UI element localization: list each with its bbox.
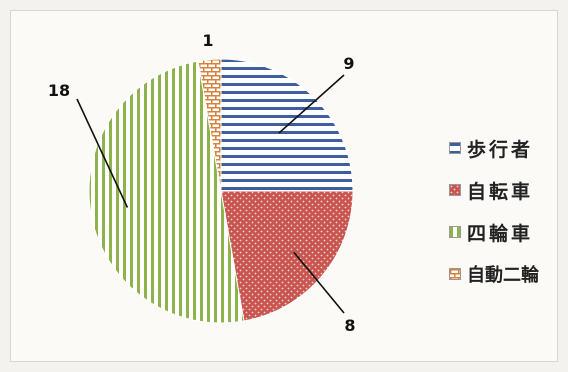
chart-frame: 9 8 18 1 歩行者 自転車 四輪車 自動二輪 <box>10 10 558 362</box>
pie-chart: 9 8 18 1 <box>48 31 356 335</box>
data-label-motorcycle: 1 <box>202 31 213 50</box>
legend-swatch-pedestrian <box>449 142 461 154</box>
data-label-bicycle: 8 <box>344 316 355 335</box>
data-label-pedestrian: 9 <box>343 54 354 73</box>
legend-swatch-bicycle <box>449 184 461 196</box>
legend-label-bicycle: 自転車 <box>467 180 534 203</box>
leader-line-pedestrian <box>278 74 345 134</box>
pie-slice-motorcycle <box>197 58 222 192</box>
legend-item-bicycle: 自転車 <box>449 169 568 211</box>
legend-item-pedestrian: 歩行者 <box>449 127 568 169</box>
legend-item-car: 四輪車 <box>449 211 568 253</box>
leader-line-bicycle <box>293 251 345 314</box>
legend-item-motorcycle: 自動二輪 <box>449 253 568 295</box>
data-label-car: 18 <box>48 81 70 100</box>
leader-line-car <box>76 98 129 208</box>
legend-label-motorcycle: 自動二輪 <box>467 265 539 286</box>
legend-swatch-car <box>449 226 461 238</box>
legend-label-car: 四輪車 <box>467 222 534 245</box>
pie-slice-bicycle <box>220 190 354 322</box>
legend: 歩行者 自転車 四輪車 自動二輪 <box>449 127 568 295</box>
pie-slice-car <box>88 60 245 324</box>
legend-swatch-motorcycle <box>449 268 461 280</box>
legend-label-pedestrian: 歩行者 <box>467 138 534 161</box>
